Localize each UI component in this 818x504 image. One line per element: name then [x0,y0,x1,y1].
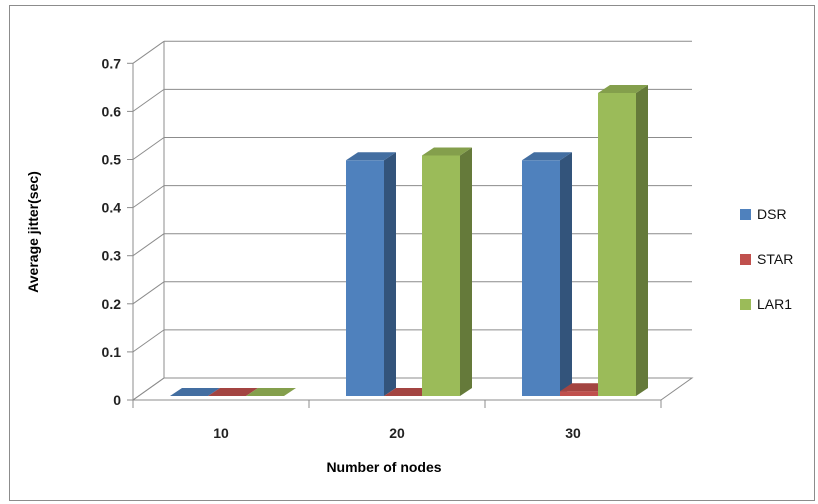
y-tick-label: 0.7 [102,55,122,71]
bar-dsr-30 [522,152,572,396]
y-tick-label: 0.3 [102,248,122,264]
y-tick-label: 0.1 [102,344,122,360]
bar-top [246,388,296,396]
bar-lar1-20 [422,147,472,396]
bar-front [422,155,460,396]
bar-front [560,391,598,396]
legend-label: LAR1 [757,296,792,312]
gridline-side [132,185,165,209]
gridline-side [132,88,165,112]
bar-top [384,388,434,396]
bar-top [598,84,648,93]
bar-top [522,152,572,161]
bar-front [346,160,384,396]
gridline-side [132,40,165,64]
y-axis-title: Average jitter(sec) [25,171,41,293]
legend: DSR STAR LAR1 [740,206,793,312]
bar-top [560,383,610,392]
bar-side [460,147,472,396]
gridline-side [132,377,165,401]
bar-top [346,152,396,161]
axes [127,62,662,408]
gridline-side [132,137,165,160]
legend-item-lar1: LAR1 [740,296,792,312]
legend-swatch [740,209,751,220]
y-tick-label: 0.4 [102,200,122,216]
legend-item-star: STAR [740,251,793,267]
bar-lar1-30 [598,84,648,396]
x-tick-label: 20 [389,425,405,441]
legend-label: DSR [757,206,787,222]
bar-dsr-10 [170,388,220,396]
bar-front [522,160,560,396]
y-tick-label: 0.5 [102,152,122,168]
y-tick-labels: 0 0.1 0.2 0.3 0.4 0.5 0.6 0.7 [102,55,122,408]
gridline-side [132,281,165,305]
bar-top [422,147,472,156]
gridline-side [132,233,165,257]
bar-top [208,388,258,396]
gridline-side [132,329,165,353]
legend-swatch [740,299,751,310]
y-tick-label: 0.2 [102,296,122,312]
y-tick-label: 0 [113,392,121,408]
x-tick-label: 30 [565,425,581,441]
bar-top [170,388,220,396]
bar-dsr-20 [346,152,396,396]
legend-swatch [740,254,751,265]
legend-item-dsr: DSR [740,206,787,222]
bar-star-20 [384,388,434,396]
y-tick-label: 0.6 [102,103,122,119]
bar-lar1-10 [246,388,296,396]
chart-frame [9,5,815,501]
bars [170,84,648,396]
bar-star-10 [208,388,258,396]
bar-side [560,152,572,396]
x-tick-label: 10 [213,425,229,441]
x-axis-title: Number of nodes [326,459,441,475]
x-tick-labels: 10 20 30 [213,425,581,441]
bar-side [636,84,648,396]
bar-side [384,152,396,396]
legend-label: STAR [757,251,793,267]
bar-front [598,92,636,396]
